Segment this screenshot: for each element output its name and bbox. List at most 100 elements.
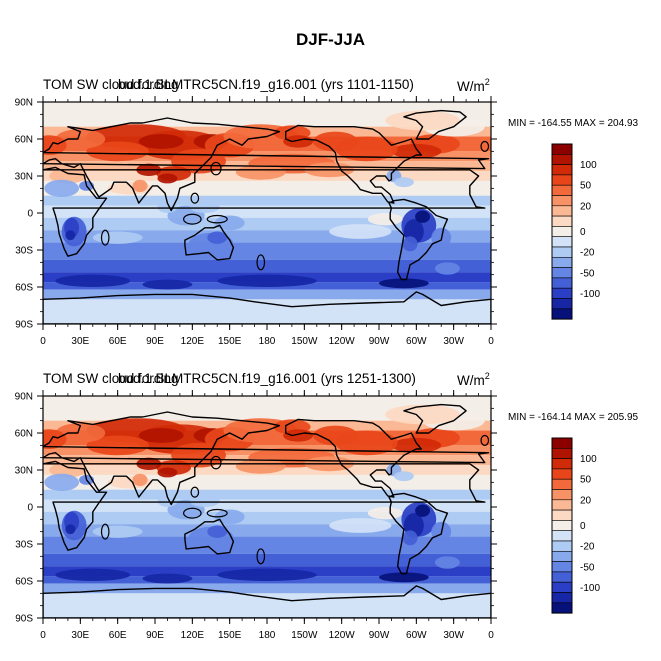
- x-tick-label: 60E: [109, 336, 127, 347]
- x-tick-label: 90W: [369, 336, 390, 347]
- colorbar-segment: [551, 277, 573, 289]
- colorbar-segment: [551, 298, 573, 310]
- y-tick-label: 0: [27, 503, 33, 514]
- colorbar-segment: [551, 489, 573, 501]
- y-tick-label: 30S: [15, 540, 33, 551]
- colorbar-segment: [551, 256, 573, 268]
- y-tick-label: 60N: [15, 135, 33, 146]
- x-tick-label: 90W: [369, 630, 390, 641]
- panel-title-case: bud.1.BLMTRC5CN.f19_g16.001 (yrs 1251-13…: [118, 371, 416, 386]
- colorbar-segment: [551, 267, 573, 279]
- colorbar-label: 50: [580, 475, 592, 486]
- cloud-forcing-field: [43, 396, 491, 618]
- panel-title-left: TOM SW cloud forcing: [43, 371, 179, 386]
- x-tick-label: 120W: [329, 336, 356, 347]
- x-tick-label: 150W: [291, 630, 318, 641]
- y-tick-label: 90N: [15, 98, 33, 109]
- colorbar-label: 50: [580, 181, 592, 192]
- y-tick-label: 30N: [15, 172, 33, 183]
- colorbar-label: -100: [580, 583, 600, 594]
- x-tick-label: 90E: [146, 630, 164, 641]
- colorbar-segment: [551, 499, 573, 511]
- colorbar-label: 100: [580, 160, 597, 171]
- colorbar-segment: [551, 447, 573, 459]
- colorbar-segment: [551, 458, 573, 470]
- units-exponent: 2: [485, 77, 490, 87]
- y-tick-label: 90S: [15, 320, 33, 331]
- colorbar-segment: [551, 520, 573, 532]
- colorbar-label: 20: [580, 201, 592, 212]
- colorbar-label: 100: [580, 454, 597, 465]
- y-tick-label: 60N: [15, 429, 33, 440]
- colorbar-segment: [551, 308, 573, 320]
- colorbar-segment: [551, 287, 573, 299]
- x-tick-label: 0: [488, 336, 494, 347]
- colorbar-segment: [551, 561, 573, 573]
- colorbar-segment: [551, 215, 573, 227]
- axes: 0 30E 60E 90E 120E 150E 180 150W 120W 90W 60W 30W 09…: [15, 96, 497, 347]
- x-tick-label: 180: [259, 630, 276, 641]
- colorbar-label: -50: [580, 268, 595, 279]
- colorbar-segment: [551, 184, 573, 196]
- colorbar-label: -20: [580, 248, 595, 259]
- x-tick-label: 0: [40, 630, 46, 641]
- panel-title-case: bud.1.BLMTRC5CN.f19_g16.001 (yrs 1101-11…: [118, 77, 414, 92]
- x-tick-label: 120E: [181, 630, 205, 641]
- colorbar: 100 50 20 0 -20 -50 -100: [551, 143, 600, 320]
- y-tick-label: 90N: [15, 392, 33, 403]
- x-tick-label: 0: [40, 336, 46, 347]
- colorbar-segment: [551, 468, 573, 480]
- colorbar-segment: [551, 571, 573, 583]
- colorbar-label: 0: [580, 227, 586, 238]
- units-label: W/m2: [457, 371, 490, 388]
- colorbar-segment: [551, 226, 573, 237]
- x-tick-label: 150W: [291, 336, 318, 347]
- colorbar-segment: [551, 530, 573, 542]
- colorbar-segment: [551, 195, 573, 207]
- colorbar-segment: [551, 509, 573, 521]
- coastlines: [43, 403, 491, 618]
- map-panel-bottom: 0 30E 60E 90E 120E 150E 180 150W 120W 90W 60W 30W 09…: [15, 371, 639, 641]
- colorbar-segment: [551, 550, 573, 562]
- x-tick-label: 30E: [71, 630, 89, 641]
- colorbar-segment: [551, 164, 573, 176]
- x-tick-label: 120E: [181, 336, 205, 347]
- y-tick-label: 30N: [15, 466, 33, 477]
- colorbar-segment: [551, 602, 573, 614]
- x-tick-label: 180: [259, 336, 276, 347]
- axes: 0 30E 60E 90E 120E 150E 180 150W 120W 90W 60W 30W 09…: [15, 390, 497, 641]
- y-tick-label: 30S: [15, 246, 33, 257]
- units-label: W/m2: [457, 77, 490, 94]
- y-tick-label: 90S: [15, 614, 33, 625]
- panel-title-left: TOM SW cloud forcing: [43, 77, 179, 92]
- colorbar-label: -20: [580, 542, 595, 553]
- x-tick-label: 30W: [443, 630, 464, 641]
- colorbar-segment: [551, 581, 573, 593]
- colorbar-segment: [551, 437, 573, 449]
- min-max-stats: MIN = -164.55 MAX = 204.93: [508, 118, 639, 129]
- x-tick-label: 30W: [443, 336, 464, 347]
- colorbar-segment: [551, 143, 573, 155]
- x-tick-label: 60E: [109, 630, 127, 641]
- colorbar-segment: [551, 205, 573, 217]
- colorbar-segment: [551, 246, 573, 258]
- y-tick-label: 60S: [15, 577, 33, 588]
- y-tick-label: 60S: [15, 283, 33, 294]
- x-tick-label: 120W: [329, 630, 356, 641]
- x-tick-label: 30E: [71, 336, 89, 347]
- colorbar-segment: [551, 540, 573, 552]
- x-tick-label: 60W: [406, 336, 427, 347]
- min-max-stats: MIN = -164.14 MAX = 205.95: [508, 412, 639, 423]
- y-tick-label: 0: [27, 209, 33, 220]
- x-tick-label: 150E: [218, 630, 242, 641]
- x-tick-label: 60W: [406, 630, 427, 641]
- colorbar-segment: [551, 174, 573, 186]
- colorbar-segment: [551, 154, 573, 165]
- colorbar-label: -100: [580, 289, 600, 300]
- x-tick-label: 0: [488, 630, 494, 641]
- colorbar-segment: [551, 478, 573, 490]
- colorbar-segment: [551, 592, 573, 604]
- colorbar-segment: [551, 236, 573, 248]
- coastlines: [43, 109, 491, 324]
